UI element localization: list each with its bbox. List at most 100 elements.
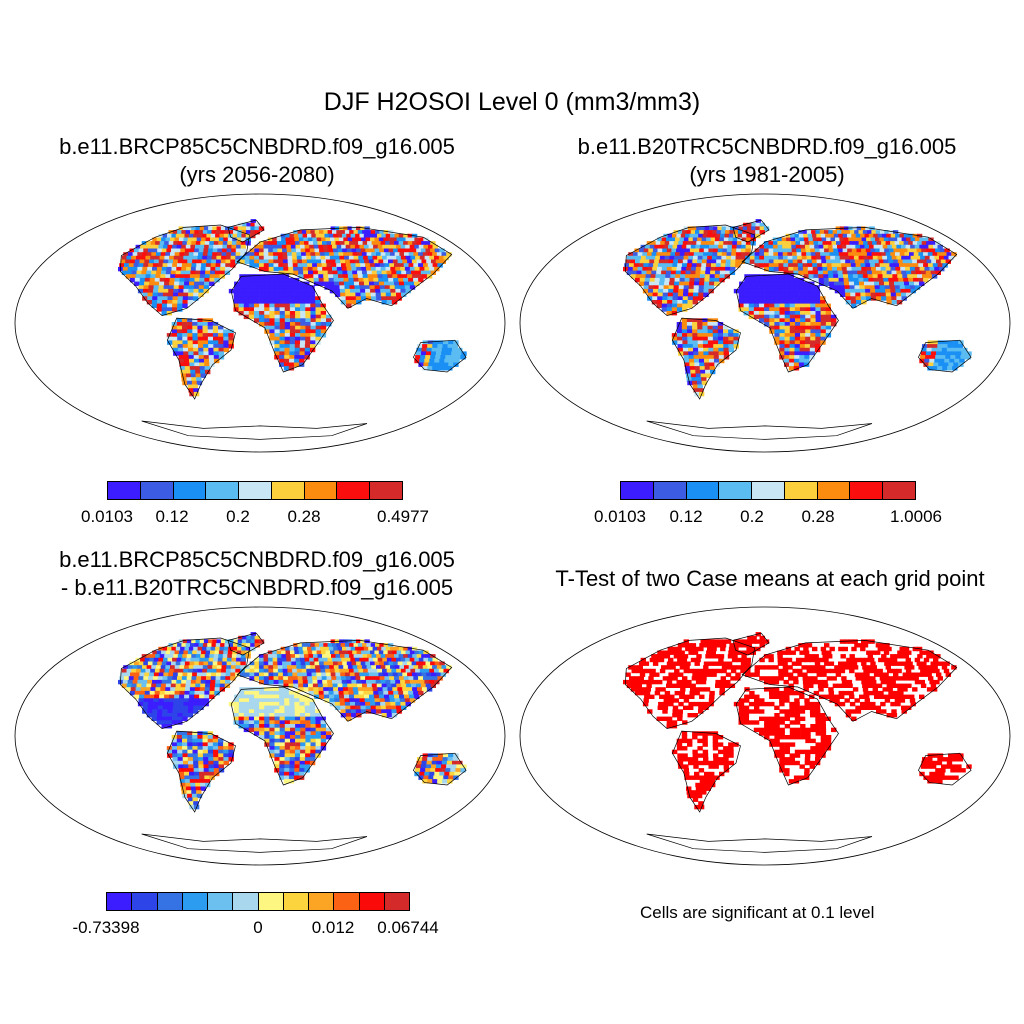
map-cell xyxy=(437,753,444,758)
map-cell xyxy=(396,657,402,663)
map-cell xyxy=(226,244,233,250)
map-cell xyxy=(688,237,694,242)
map-cell xyxy=(416,241,423,246)
map-cell xyxy=(849,288,856,294)
map-cell xyxy=(421,654,427,659)
map-cell xyxy=(784,329,791,334)
map-cell xyxy=(206,259,212,264)
map-cell xyxy=(323,643,329,648)
map-cell xyxy=(333,665,340,670)
map-cell xyxy=(394,252,401,257)
map-cell xyxy=(254,701,260,707)
map-cell xyxy=(799,296,806,301)
map-cell xyxy=(645,244,651,250)
map-cell xyxy=(178,288,184,294)
map-cell xyxy=(244,668,251,674)
map-cell xyxy=(213,760,219,766)
map-cell xyxy=(843,252,849,257)
map-cell xyxy=(263,266,270,272)
map-cell xyxy=(374,650,380,655)
map-cell xyxy=(812,646,818,652)
map-cell xyxy=(371,665,377,670)
map-cell xyxy=(635,259,641,264)
map-cell xyxy=(346,266,352,272)
map-cell xyxy=(654,277,661,283)
map-cell xyxy=(955,355,961,360)
map-cell xyxy=(743,292,750,297)
map-cell xyxy=(716,230,722,235)
map-cell xyxy=(284,288,290,294)
map-cell xyxy=(409,244,416,250)
map-cell xyxy=(759,307,765,312)
map-cell xyxy=(324,646,330,652)
map-cell xyxy=(646,270,652,275)
map-cell xyxy=(846,266,853,272)
map-cell xyxy=(721,639,727,644)
map-cell xyxy=(269,724,275,729)
map-cell xyxy=(180,687,186,692)
map-cell xyxy=(279,314,286,320)
map-cell xyxy=(658,288,664,294)
map-cell xyxy=(302,676,308,681)
map-cell xyxy=(148,676,154,681)
colorbar-swatch xyxy=(258,893,284,910)
map-cell xyxy=(681,244,688,250)
map-cell xyxy=(850,263,857,268)
map-cell xyxy=(163,657,169,663)
map-cell xyxy=(805,325,811,331)
map-cell xyxy=(694,366,701,371)
map-cell xyxy=(416,259,423,264)
map-cell xyxy=(349,654,355,659)
map-cell xyxy=(791,244,797,250)
map-cell xyxy=(274,735,280,740)
map-cell xyxy=(161,661,168,666)
map-cell xyxy=(789,307,796,312)
map-cell xyxy=(789,292,795,297)
map-cell xyxy=(315,314,322,320)
map-cell xyxy=(723,333,729,338)
map-cell xyxy=(755,219,761,224)
map-cell xyxy=(295,720,301,725)
map-cell xyxy=(400,255,407,261)
map-cell xyxy=(682,230,688,235)
map-cell xyxy=(343,237,349,242)
map-cell xyxy=(308,277,315,283)
map-cell xyxy=(713,340,719,345)
map-cell xyxy=(799,300,806,305)
map-cell xyxy=(350,676,356,681)
map-cell xyxy=(846,263,852,268)
map-cell xyxy=(839,285,845,290)
map-cell xyxy=(269,281,275,286)
map-cell xyxy=(156,252,162,257)
map-cell xyxy=(218,241,224,246)
map-cell xyxy=(136,255,142,261)
map-cell xyxy=(360,288,366,294)
map-cell xyxy=(422,779,428,784)
map-cell xyxy=(917,241,923,246)
map-cell xyxy=(408,263,414,268)
map-cell xyxy=(263,657,269,663)
map-cell xyxy=(754,277,760,283)
map-cell xyxy=(361,252,368,257)
map-cell xyxy=(177,643,183,648)
map-cell xyxy=(685,248,691,253)
map-cell xyxy=(831,318,837,323)
map-cell xyxy=(126,255,132,261)
map-cell xyxy=(269,277,275,283)
map-cell xyxy=(764,259,770,264)
map-cell xyxy=(708,226,715,231)
map-cell xyxy=(300,735,306,740)
map-cell xyxy=(188,285,195,290)
map-cell xyxy=(404,252,410,257)
map-cell xyxy=(130,259,136,264)
map-cell xyxy=(330,650,336,655)
map-cell xyxy=(962,347,968,353)
map-cell xyxy=(444,771,450,777)
map-cell xyxy=(891,300,898,305)
map-cell xyxy=(356,237,362,242)
map-cell xyxy=(269,333,275,338)
map-cell xyxy=(813,654,819,659)
map-cell xyxy=(184,775,190,780)
map-cell xyxy=(894,241,900,246)
map-cell xyxy=(191,654,197,659)
